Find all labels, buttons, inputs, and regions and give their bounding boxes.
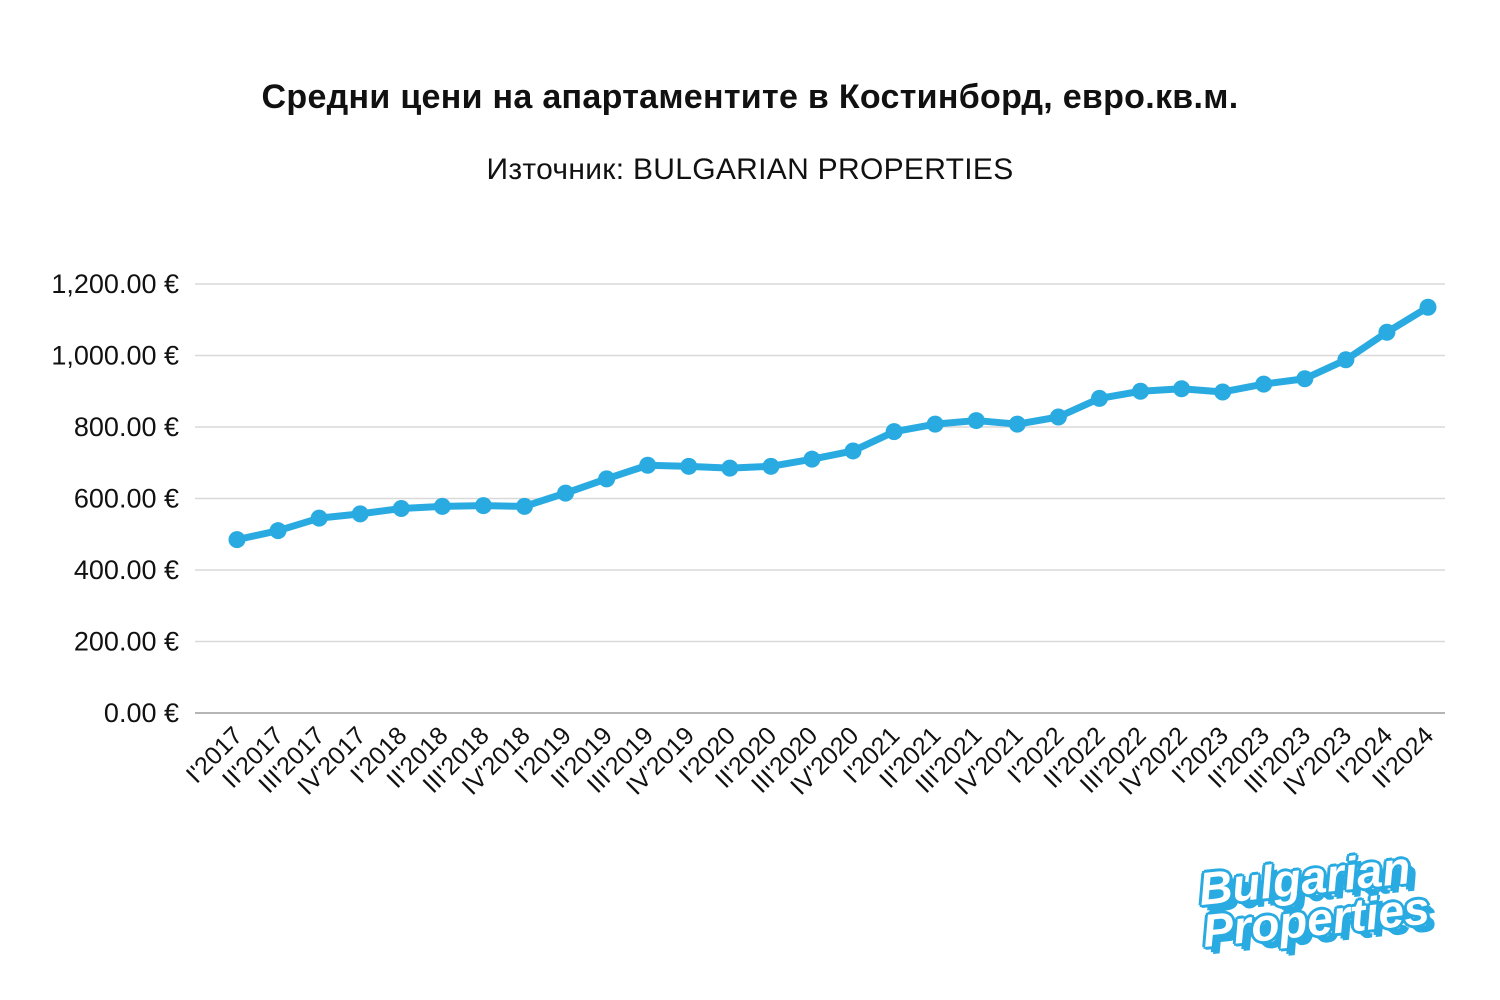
data-point (1378, 323, 1396, 341)
chart-title: Средни цени на апартаментите в Костинбор… (261, 78, 1239, 116)
y-axis-tick-label: 400.00 € (74, 555, 179, 585)
data-point (885, 423, 903, 441)
data-point (1255, 375, 1273, 393)
data-point (1214, 383, 1232, 401)
data-point (269, 522, 287, 540)
data-point (1419, 298, 1437, 316)
y-axis-tick-label: 200.00 € (74, 627, 179, 657)
data-point (515, 497, 533, 515)
data-point (1049, 408, 1067, 426)
chart-subtitle: Източник: BULGARIAN PROPERTIES (486, 153, 1014, 186)
data-point (680, 457, 698, 475)
y-axis-tick-label: 1,000.00 € (51, 341, 179, 371)
data-point (1008, 415, 1026, 433)
data-point (967, 412, 985, 430)
data-point (721, 459, 739, 477)
data-point (557, 484, 575, 502)
data-point (392, 500, 410, 518)
data-point (474, 497, 492, 515)
data-point (228, 531, 246, 549)
data-point (1090, 389, 1108, 407)
y-axis-tick-label: 1,200.00 € (51, 269, 179, 299)
price-line (233, 303, 1432, 544)
data-point (351, 505, 369, 523)
data-point (433, 497, 451, 515)
y-axis-tick-label: 800.00 € (74, 412, 179, 442)
data-point (598, 470, 616, 488)
data-point (639, 456, 657, 474)
data-point (844, 442, 862, 460)
data-point (1132, 382, 1150, 400)
data-point (1337, 351, 1355, 369)
data-point (310, 509, 328, 527)
data-point (1173, 380, 1191, 398)
y-axis-tick-label: 0.00 € (104, 698, 179, 728)
data-point (1296, 370, 1314, 388)
data-point (762, 457, 780, 475)
data-point (803, 450, 821, 468)
data-point (926, 415, 944, 433)
y-axis-tick-label: 600.00 € (74, 484, 179, 514)
